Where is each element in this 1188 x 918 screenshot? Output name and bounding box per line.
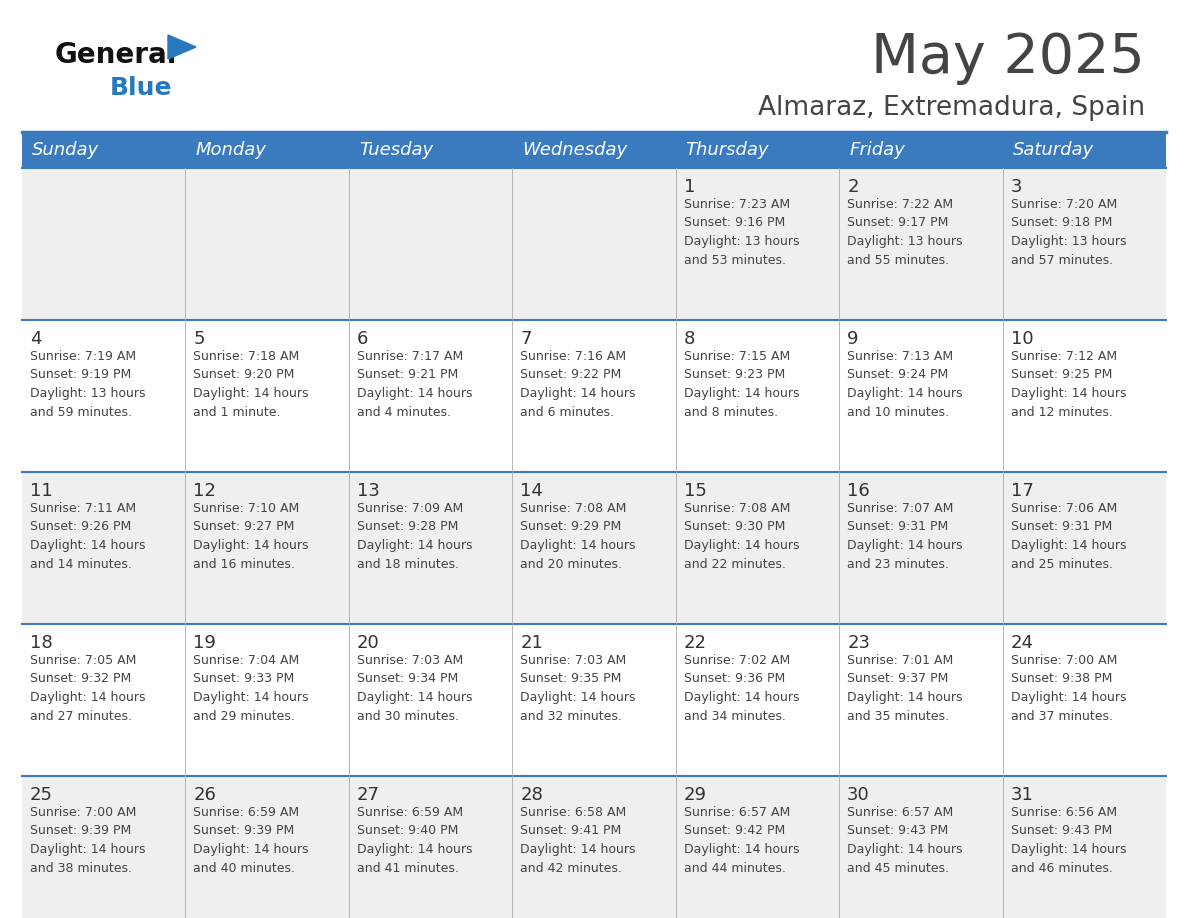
Text: Thursday: Thursday [685,141,769,159]
Text: 9: 9 [847,330,859,348]
Text: May 2025: May 2025 [871,31,1145,85]
Text: Sunrise: 7:22 AM
Sunset: 9:17 PM
Daylight: 13 hours
and 55 minutes.: Sunrise: 7:22 AM Sunset: 9:17 PM Dayligh… [847,198,962,266]
Text: 26: 26 [194,786,216,804]
Text: 24: 24 [1011,634,1034,652]
Text: Sunrise: 7:10 AM
Sunset: 9:27 PM
Daylight: 14 hours
and 16 minutes.: Sunrise: 7:10 AM Sunset: 9:27 PM Dayligh… [194,502,309,570]
Text: 27: 27 [356,786,380,804]
Text: Sunrise: 7:08 AM
Sunset: 9:29 PM
Daylight: 14 hours
and 20 minutes.: Sunrise: 7:08 AM Sunset: 9:29 PM Dayligh… [520,502,636,570]
Text: Friday: Friday [849,141,905,159]
Text: Sunrise: 7:07 AM
Sunset: 9:31 PM
Daylight: 14 hours
and 23 minutes.: Sunrise: 7:07 AM Sunset: 9:31 PM Dayligh… [847,502,962,570]
Text: Sunrise: 7:12 AM
Sunset: 9:25 PM
Daylight: 14 hours
and 12 minutes.: Sunrise: 7:12 AM Sunset: 9:25 PM Dayligh… [1011,350,1126,419]
Bar [23,168,1165,320]
Text: Sunday: Sunday [32,141,99,159]
Text: 13: 13 [356,482,380,500]
Bar [23,776,1165,918]
Text: 2: 2 [847,178,859,196]
Text: Sunrise: 7:18 AM
Sunset: 9:20 PM
Daylight: 14 hours
and 1 minute.: Sunrise: 7:18 AM Sunset: 9:20 PM Dayligh… [194,350,309,419]
Text: Sunrise: 7:23 AM
Sunset: 9:16 PM
Daylight: 13 hours
and 53 minutes.: Sunrise: 7:23 AM Sunset: 9:16 PM Dayligh… [684,198,800,266]
Text: Sunrise: 6:58 AM
Sunset: 9:41 PM
Daylight: 14 hours
and 42 minutes.: Sunrise: 6:58 AM Sunset: 9:41 PM Dayligh… [520,806,636,875]
Bar [23,624,1165,776]
Text: 1: 1 [684,178,695,196]
Text: General: General [55,41,177,69]
Text: 5: 5 [194,330,204,348]
Text: Sunrise: 7:08 AM
Sunset: 9:30 PM
Daylight: 14 hours
and 22 minutes.: Sunrise: 7:08 AM Sunset: 9:30 PM Dayligh… [684,502,800,570]
Text: 7: 7 [520,330,532,348]
Text: 4: 4 [30,330,42,348]
Text: Sunrise: 7:04 AM
Sunset: 9:33 PM
Daylight: 14 hours
and 29 minutes.: Sunrise: 7:04 AM Sunset: 9:33 PM Dayligh… [194,654,309,722]
Text: Sunrise: 7:19 AM
Sunset: 9:19 PM
Daylight: 13 hours
and 59 minutes.: Sunrise: 7:19 AM Sunset: 9:19 PM Dayligh… [30,350,145,419]
Bar [23,320,1165,472]
Text: Wednesday: Wednesday [523,141,627,159]
Text: 12: 12 [194,482,216,500]
Text: Sunrise: 7:03 AM
Sunset: 9:35 PM
Daylight: 14 hours
and 32 minutes.: Sunrise: 7:03 AM Sunset: 9:35 PM Dayligh… [520,654,636,722]
Text: Sunrise: 6:57 AM
Sunset: 9:42 PM
Daylight: 14 hours
and 44 minutes.: Sunrise: 6:57 AM Sunset: 9:42 PM Dayligh… [684,806,800,875]
Text: Saturday: Saturday [1012,141,1094,159]
Text: Tuesday: Tuesday [359,141,432,159]
Polygon shape [168,35,196,59]
Text: Sunrise: 7:02 AM
Sunset: 9:36 PM
Daylight: 14 hours
and 34 minutes.: Sunrise: 7:02 AM Sunset: 9:36 PM Dayligh… [684,654,800,722]
Bar [23,132,1165,168]
Text: Blue: Blue [110,76,172,100]
Text: 29: 29 [684,786,707,804]
Text: Sunrise: 7:20 AM
Sunset: 9:18 PM
Daylight: 13 hours
and 57 minutes.: Sunrise: 7:20 AM Sunset: 9:18 PM Dayligh… [1011,198,1126,266]
Text: 22: 22 [684,634,707,652]
Text: Sunrise: 7:09 AM
Sunset: 9:28 PM
Daylight: 14 hours
and 18 minutes.: Sunrise: 7:09 AM Sunset: 9:28 PM Dayligh… [356,502,473,570]
Text: Sunrise: 7:01 AM
Sunset: 9:37 PM
Daylight: 14 hours
and 35 minutes.: Sunrise: 7:01 AM Sunset: 9:37 PM Dayligh… [847,654,962,722]
Text: Sunrise: 7:05 AM
Sunset: 9:32 PM
Daylight: 14 hours
and 27 minutes.: Sunrise: 7:05 AM Sunset: 9:32 PM Dayligh… [30,654,145,722]
Text: Sunrise: 6:56 AM
Sunset: 9:43 PM
Daylight: 14 hours
and 46 minutes.: Sunrise: 6:56 AM Sunset: 9:43 PM Dayligh… [1011,806,1126,875]
Text: 21: 21 [520,634,543,652]
Text: 23: 23 [847,634,870,652]
Text: 17: 17 [1011,482,1034,500]
Text: Sunrise: 6:59 AM
Sunset: 9:40 PM
Daylight: 14 hours
and 41 minutes.: Sunrise: 6:59 AM Sunset: 9:40 PM Dayligh… [356,806,473,875]
Text: 15: 15 [684,482,707,500]
Text: 25: 25 [30,786,53,804]
Text: Sunrise: 7:16 AM
Sunset: 9:22 PM
Daylight: 14 hours
and 6 minutes.: Sunrise: 7:16 AM Sunset: 9:22 PM Dayligh… [520,350,636,419]
Text: Sunrise: 6:59 AM
Sunset: 9:39 PM
Daylight: 14 hours
and 40 minutes.: Sunrise: 6:59 AM Sunset: 9:39 PM Dayligh… [194,806,309,875]
Text: 20: 20 [356,634,380,652]
Text: 31: 31 [1011,786,1034,804]
Text: 11: 11 [30,482,52,500]
Text: Sunrise: 7:11 AM
Sunset: 9:26 PM
Daylight: 14 hours
and 14 minutes.: Sunrise: 7:11 AM Sunset: 9:26 PM Dayligh… [30,502,145,570]
Text: 19: 19 [194,634,216,652]
Text: Sunrise: 7:03 AM
Sunset: 9:34 PM
Daylight: 14 hours
and 30 minutes.: Sunrise: 7:03 AM Sunset: 9:34 PM Dayligh… [356,654,473,722]
Text: 16: 16 [847,482,870,500]
Text: 28: 28 [520,786,543,804]
Text: Almaraz, Extremadura, Spain: Almaraz, Extremadura, Spain [758,95,1145,121]
Bar [23,472,1165,624]
Text: 10: 10 [1011,330,1034,348]
Text: Sunrise: 6:57 AM
Sunset: 9:43 PM
Daylight: 14 hours
and 45 minutes.: Sunrise: 6:57 AM Sunset: 9:43 PM Dayligh… [847,806,962,875]
Text: Sunrise: 7:15 AM
Sunset: 9:23 PM
Daylight: 14 hours
and 8 minutes.: Sunrise: 7:15 AM Sunset: 9:23 PM Dayligh… [684,350,800,419]
Text: 14: 14 [520,482,543,500]
Text: 6: 6 [356,330,368,348]
Text: Sunrise: 7:13 AM
Sunset: 9:24 PM
Daylight: 14 hours
and 10 minutes.: Sunrise: 7:13 AM Sunset: 9:24 PM Dayligh… [847,350,962,419]
Text: Sunrise: 7:00 AM
Sunset: 9:39 PM
Daylight: 14 hours
and 38 minutes.: Sunrise: 7:00 AM Sunset: 9:39 PM Dayligh… [30,806,145,875]
Text: 18: 18 [30,634,52,652]
Text: Monday: Monday [196,141,266,159]
Text: Sunrise: 7:17 AM
Sunset: 9:21 PM
Daylight: 14 hours
and 4 minutes.: Sunrise: 7:17 AM Sunset: 9:21 PM Dayligh… [356,350,473,419]
Text: 30: 30 [847,786,870,804]
Text: Sunrise: 7:06 AM
Sunset: 9:31 PM
Daylight: 14 hours
and 25 minutes.: Sunrise: 7:06 AM Sunset: 9:31 PM Dayligh… [1011,502,1126,570]
Text: 3: 3 [1011,178,1022,196]
Text: Sunrise: 7:00 AM
Sunset: 9:38 PM
Daylight: 14 hours
and 37 minutes.: Sunrise: 7:00 AM Sunset: 9:38 PM Dayligh… [1011,654,1126,722]
Text: 8: 8 [684,330,695,348]
